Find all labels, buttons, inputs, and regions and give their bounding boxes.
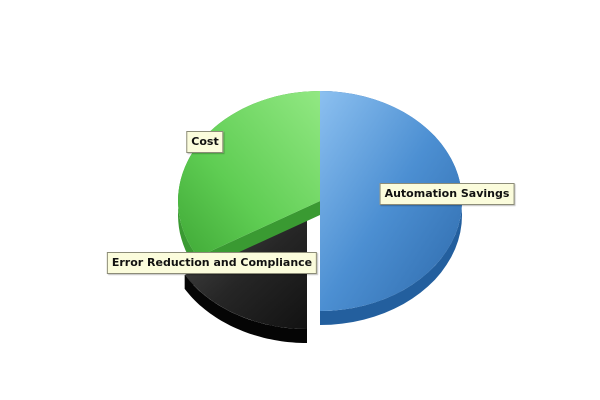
pie-slice-automation-savings <box>320 91 462 325</box>
pie-slice-top-error-reduction-and-compliance <box>184 219 307 329</box>
slice-label-cost: Cost <box>186 131 224 153</box>
slice-label-error-reduction-and-compliance: Error Reduction and Compliance <box>106 252 318 274</box>
slice-label-automation-savings: Automation Savings <box>379 183 515 205</box>
